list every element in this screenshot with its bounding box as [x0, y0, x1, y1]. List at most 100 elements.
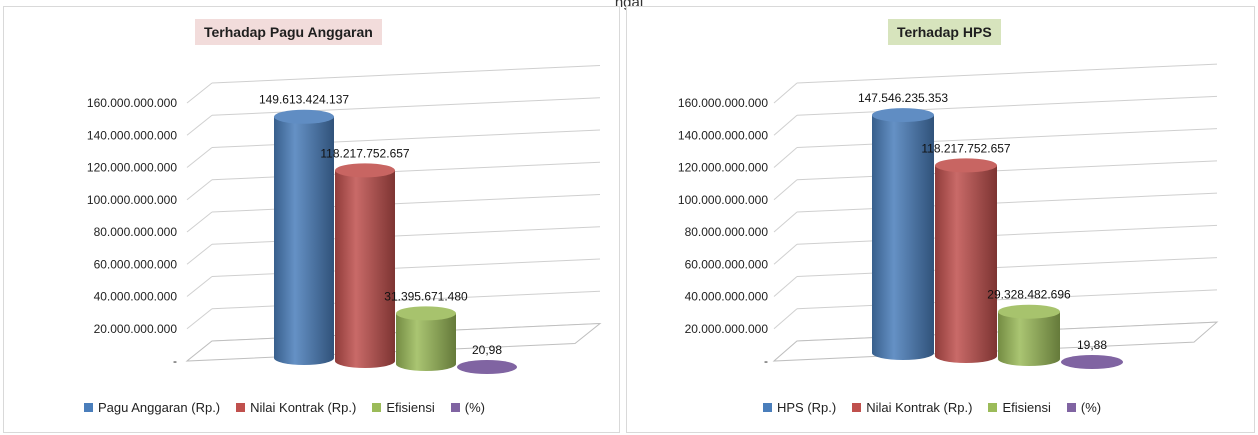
- legend-label: Efisiensi: [386, 400, 435, 415]
- legend-item: Efisiensi: [988, 400, 1051, 415]
- bar-3: [396, 306, 456, 371]
- bar-top: [396, 306, 456, 321]
- legend-item: Efisiensi: [372, 400, 435, 415]
- bar-body: [274, 116, 334, 365]
- bar-1: [274, 109, 334, 365]
- y-tick-label: 160.000.000.000: [87, 96, 177, 110]
- y-tick-label: 20.000.000.000: [685, 322, 769, 336]
- bar-2: [335, 163, 395, 368]
- gridline: [796, 192, 1218, 213]
- gridline: [211, 226, 601, 245]
- gridline-side: [186, 114, 213, 136]
- bar-body: [935, 165, 997, 363]
- gridline: [796, 95, 1218, 116]
- legend-item: HPS (Rp.): [763, 400, 836, 415]
- gridline: [211, 161, 601, 181]
- y-tick-label: 100.000.000.000: [87, 193, 177, 207]
- y-tick-label: 80.000.000.000: [685, 225, 769, 239]
- gridline: [211, 97, 601, 116]
- gridline-side: [186, 179, 213, 201]
- gridline-side: [773, 308, 798, 330]
- legend-swatch-red: [236, 403, 246, 412]
- legend-label: Nilai Kontrak (Rp.): [866, 400, 973, 415]
- data-label: 29.328.482.696: [987, 288, 1071, 302]
- y-tick-label: -: [764, 354, 768, 368]
- legend-item: Nilai Kontrak (Rp.): [852, 400, 972, 415]
- bar-1: [872, 108, 934, 360]
- gridline-side: [773, 179, 798, 201]
- gridline-side: [773, 276, 798, 297]
- chart-panel-pagu-anggaran: Terhadap Pagu Anggaran - 20.000.000.000 40…: [3, 6, 620, 433]
- chart-plot-area: - 20.000.000.000 40.000.000.000 60.000.000.…: [87, 65, 602, 374]
- gridline-side: [773, 211, 798, 233]
- bar-2: [935, 158, 997, 363]
- y-tick-label: 80.000.000.000: [94, 225, 178, 239]
- gridline-side: [773, 243, 798, 265]
- gridline: [211, 194, 601, 213]
- legend-label: Efisiensi: [1002, 400, 1051, 415]
- legend-item: Pagu Anggaran (Rp.): [84, 400, 220, 415]
- bar-top: [935, 158, 997, 173]
- bar-top: [998, 304, 1060, 319]
- gridline: [796, 224, 1218, 245]
- gridline-side: [773, 147, 798, 168]
- page-caption: ngaj: [0, 0, 1258, 11]
- chart-legend: Pagu Anggaran (Rp.) Nilai Kontrak (Rp.) …: [84, 400, 485, 415]
- legend-swatch-green: [988, 403, 998, 412]
- bar-body: [396, 313, 456, 371]
- y-tick-label: 140.000.000.000: [87, 128, 177, 142]
- chart-title: Terhadap HPS: [888, 19, 1001, 45]
- bar-top: [457, 360, 517, 374]
- y-tick-label: 40.000.000.000: [685, 290, 769, 304]
- data-label: 118.217.752.657: [320, 146, 410, 160]
- legend-swatch-purple: [1066, 403, 1076, 412]
- legend-swatch-blue: [84, 403, 93, 412]
- legend-item: (%): [1066, 400, 1102, 415]
- legend-label: (%): [464, 400, 485, 415]
- y-tick-label: 100.000.000.000: [678, 193, 768, 207]
- y-tick-label: 40.000.000.000: [94, 290, 178, 304]
- legend-swatch-green: [372, 403, 382, 412]
- bar-body: [872, 115, 934, 360]
- gridline: [211, 258, 601, 277]
- data-label: 31.395.671.480: [384, 289, 468, 303]
- gridline: [796, 63, 1218, 84]
- y-tick-label: 120.000.000.000: [678, 161, 768, 175]
- bar-4: [457, 360, 517, 374]
- data-label: 149.613.424.137: [259, 93, 349, 107]
- bar-3: [998, 304, 1060, 366]
- gridline: [796, 257, 1218, 277]
- y-tick-label: 120.000.000.000: [87, 161, 177, 175]
- chart-plot-area: - 20.000.000.000 40.000.000.000 60.000.000.…: [678, 63, 1219, 369]
- legend-label: (%): [1080, 400, 1102, 415]
- legend-swatch-purple: [450, 403, 460, 412]
- legend-item: (%): [450, 400, 485, 415]
- bar-top: [274, 109, 334, 124]
- data-label: 19,88: [1077, 338, 1107, 352]
- gridline: [211, 129, 601, 148]
- gridline-side: [186, 243, 213, 265]
- bar-top: [1061, 355, 1123, 369]
- y-tick-label: 20.000.000.000: [94, 322, 178, 336]
- bar-body: [335, 170, 395, 368]
- legend-swatch-blue: [763, 403, 772, 412]
- legend-label: Nilai Kontrak (Rp.): [250, 400, 357, 415]
- y-tick-label: -: [173, 354, 177, 368]
- gridline-side: [186, 211, 213, 233]
- gridline-side: [186, 147, 213, 168]
- legend-item: Nilai Kontrak (Rp.): [236, 400, 356, 415]
- gridline-side: [186, 82, 213, 104]
- data-label: 118.217.752.657: [921, 141, 1011, 155]
- gridline-side: [773, 114, 798, 136]
- gridline-side: [773, 82, 798, 104]
- chart-title: Terhadap Pagu Anggaran: [195, 19, 382, 45]
- legend-label: HPS (Rp.): [777, 400, 837, 415]
- gridline: [796, 128, 1218, 148]
- legend-label: Pagu Anggaran (Rp.): [98, 400, 221, 415]
- chart-panel-hps: Terhadap HPS - 20.000.000.000 40.000.000.0…: [626, 6, 1255, 433]
- y-tick-label: 160.000.000.000: [678, 96, 768, 110]
- legend-swatch-red: [852, 403, 862, 412]
- gridline: [796, 289, 1218, 310]
- gridline: [796, 160, 1218, 181]
- chart-legend: HPS (Rp.) Nilai Kontrak (Rp.) Efisiensi …: [763, 400, 1101, 415]
